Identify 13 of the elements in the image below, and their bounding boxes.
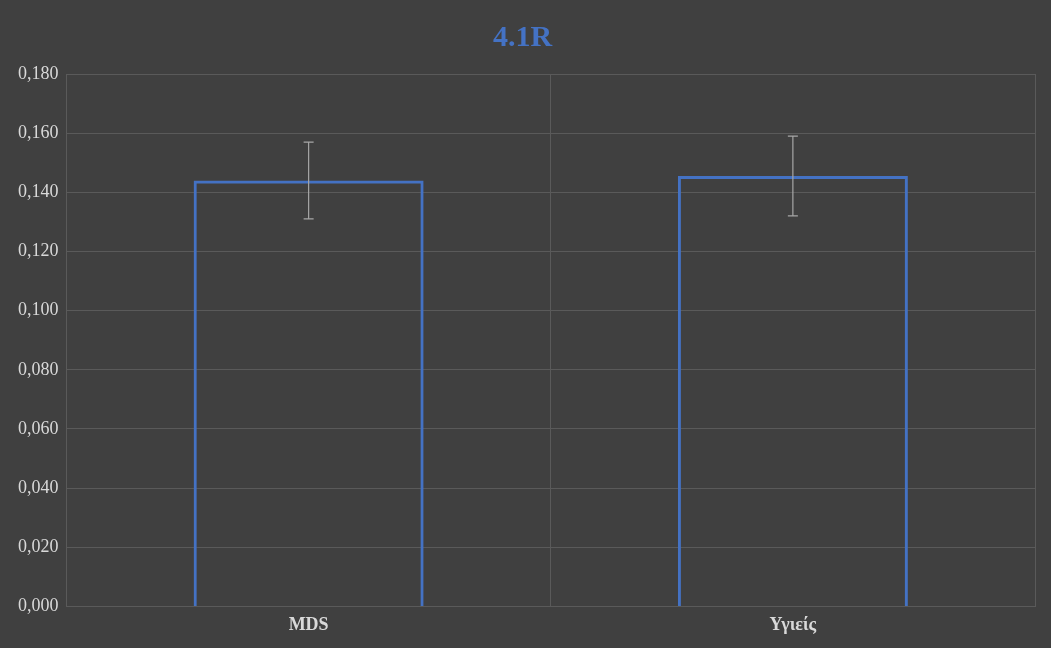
y-tick-label: 0,160 [18,121,59,142]
x-tick-label: MDS [288,613,329,634]
chart-title: 4.1R [492,18,553,52]
y-tick-label: 0,000 [18,595,59,616]
y-tick-label: 0,100 [18,299,59,320]
y-tick-label: 0,040 [18,476,59,497]
y-tick-label: 0,140 [18,181,59,202]
y-tick-label: 0,120 [18,240,59,261]
y-tick-label: 0,180 [18,62,59,83]
y-tick-label: 0,020 [18,535,59,556]
y-tick-label: 0,060 [18,417,59,438]
x-tick-label: Υγιείς [769,613,817,634]
y-tick-label: 0,080 [18,358,59,379]
